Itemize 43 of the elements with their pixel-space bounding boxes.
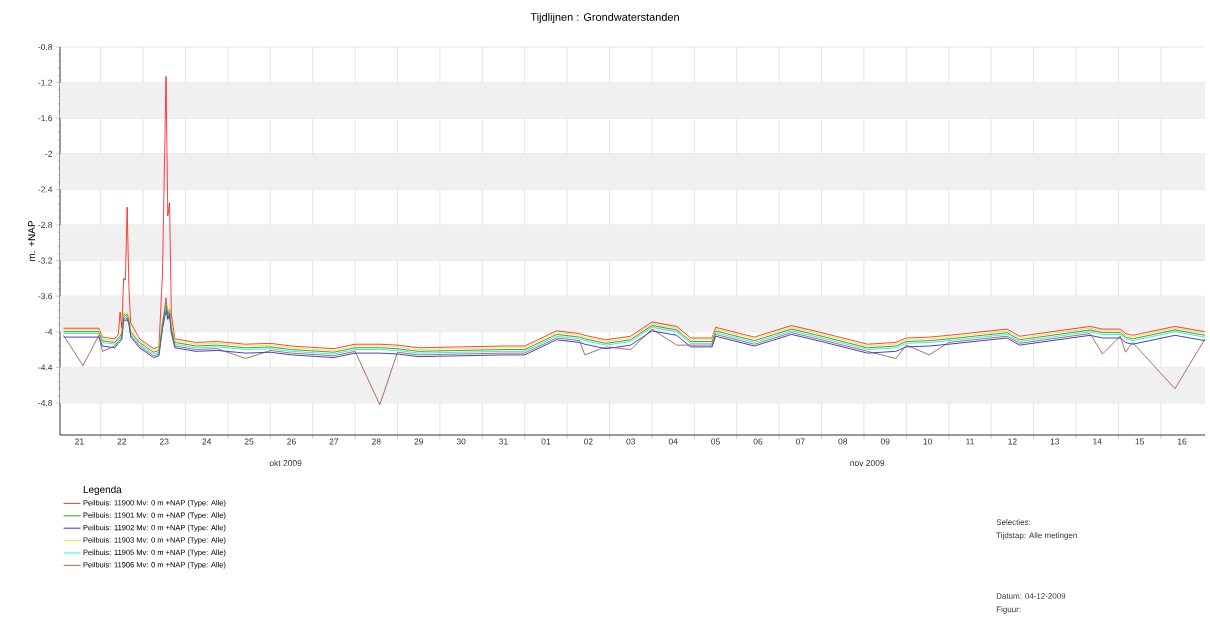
x-tick-label: 11: [966, 438, 974, 445]
chart-title: Tijdlijnen : Grondwaterstanden: [530, 12, 679, 24]
y-tick-label: -3.2: [38, 257, 53, 264]
x-tick-label: 02: [583, 438, 593, 445]
x-tick-label: 28: [372, 438, 381, 445]
x-tick-label: 29: [414, 438, 424, 445]
text: okt 2009: [269, 459, 302, 467]
x-tick-label: 26: [287, 438, 296, 445]
y-tick-label: -2: [45, 150, 53, 157]
y-tick-label: -4.8: [38, 399, 53, 406]
y-tick-label: -3.6: [38, 293, 53, 300]
x-tick-label: 06: [753, 438, 763, 445]
x-tick-label: 23: [159, 438, 169, 445]
y-tick-label: -4.4: [38, 364, 53, 371]
x-tick-label: 25: [244, 438, 254, 445]
x-tick-label: 15: [1135, 438, 1144, 445]
x-tick-label: 07: [795, 438, 805, 445]
y-tick-label: -1.6: [38, 115, 53, 122]
y-tick-label: -4: [45, 328, 53, 335]
y-tick-label: -0.8: [38, 44, 53, 50]
y-tick-label: -2.8: [38, 221, 53, 228]
text: nov 2009: [850, 460, 885, 466]
x-tick-label: 16: [1177, 438, 1187, 445]
x-tick-label: 27: [329, 438, 339, 445]
x-tick-label: 10: [923, 438, 932, 445]
x-tick-label: 21: [75, 438, 84, 445]
x-tick-label: 14: [1093, 438, 1102, 445]
x-tick-label: 09: [880, 438, 890, 445]
x-tick-label: 31: [499, 438, 508, 445]
x-tick-label: 22: [117, 438, 127, 445]
x-tick-label: 04: [668, 438, 678, 445]
x-tick-label: 01: [541, 438, 551, 445]
x-tick-label: 30: [456, 438, 466, 445]
x-tick-label: 24: [202, 438, 212, 445]
y-tick-label: -1.2: [38, 79, 53, 86]
x-tick-label: 12: [1008, 438, 1017, 445]
y-tick-label: -2.4: [38, 186, 53, 193]
x-tick-label: 03: [626, 438, 636, 445]
x-tick-label: 08: [838, 438, 848, 445]
y-axis-title: m. +NAP: [28, 220, 36, 261]
x-tick-label: 13: [1050, 438, 1060, 445]
legend-title: Legenda: [83, 485, 122, 496]
x-tick-label: 05: [711, 438, 720, 445]
